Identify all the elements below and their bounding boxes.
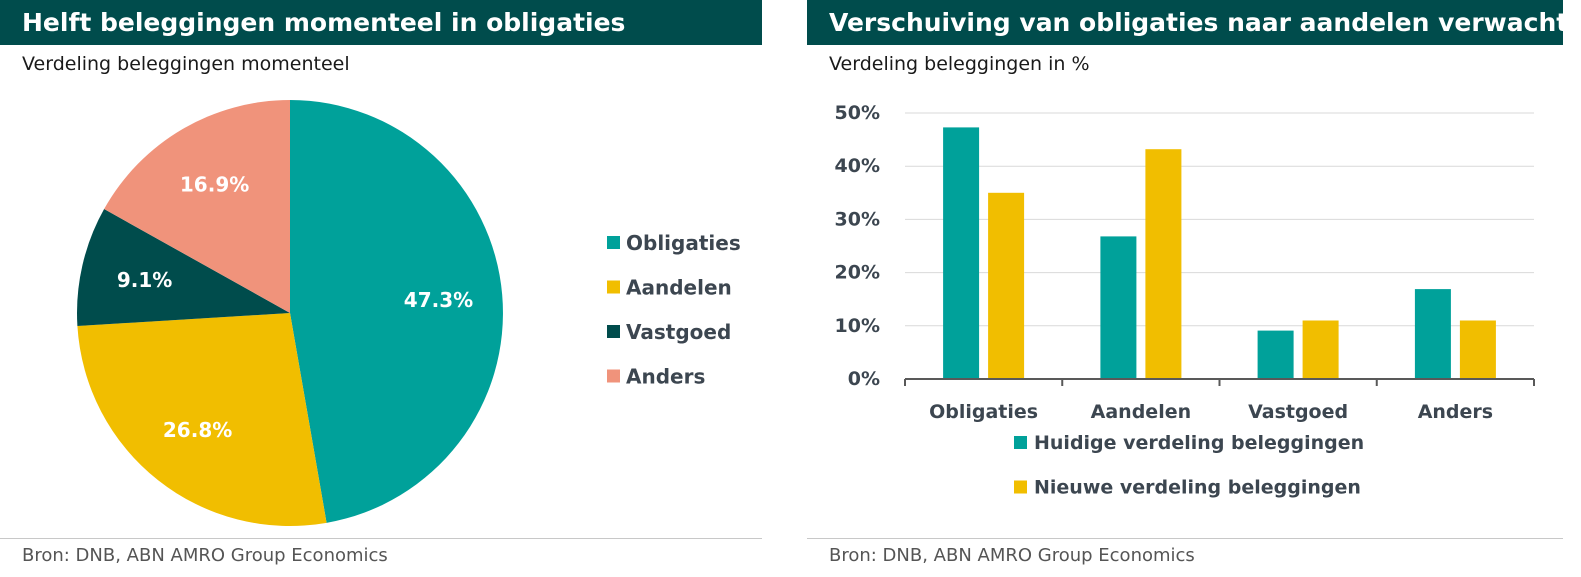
bar-chart-subtitle: Verdeling beleggingen in % bbox=[829, 53, 1090, 75]
y-tick-label: 10% bbox=[835, 315, 880, 337]
legend-label-huidige: Huidige verdeling beleggingen bbox=[1034, 432, 1364, 454]
x-tick-label-aandelen: Aandelen bbox=[1091, 401, 1191, 423]
bar-aandelen-huidige bbox=[1100, 236, 1137, 379]
bar-aandelen-nieuwe bbox=[1145, 149, 1182, 379]
pie-label-anders: 16.9% bbox=[180, 172, 249, 196]
pie-label-obligaties: 47.3% bbox=[404, 288, 473, 312]
bar-chart: 0% 10% 20% 30% 40% 50% Obligaties Aandelen Vastg… bbox=[835, 102, 1535, 499]
bar-obligaties-huidige bbox=[943, 127, 980, 380]
y-tick-label: 30% bbox=[835, 208, 880, 230]
pie-slice-aandelen bbox=[77, 313, 327, 526]
divider bbox=[807, 538, 1563, 539]
legend-label-vastgoed: Vastgoed bbox=[626, 320, 731, 344]
y-tick-label: 50% bbox=[835, 102, 880, 124]
bar-chart-panel: Verschuiving van obligaties naar aandele… bbox=[807, 0, 1563, 577]
pie-chart: 47.3% 26.8% 9.1% 16.9% Obligaties Aandelen Vas… bbox=[77, 100, 741, 526]
legend-swatch-aandelen bbox=[607, 280, 620, 294]
x-tick-label-anders: Anders bbox=[1418, 401, 1493, 423]
pie-chart-panel: Helft beleggingen momenteel in obligatie… bbox=[0, 0, 762, 577]
bar-anders-huidige bbox=[1414, 289, 1451, 379]
legend-label-aandelen: Aandelen bbox=[626, 276, 732, 300]
bar-anders-nieuwe bbox=[1459, 320, 1496, 379]
y-tick-label: 0% bbox=[848, 368, 880, 390]
legend-label-nieuwe: Nieuwe verdeling beleggingen bbox=[1034, 477, 1361, 499]
legend-label-anders: Anders bbox=[626, 365, 705, 389]
x-tick-label-vastgoed: Vastgoed bbox=[1248, 401, 1348, 423]
legend-swatch-obligaties bbox=[607, 236, 620, 249]
pie-slice-anders bbox=[104, 100, 290, 313]
pie-chart-title: Helft beleggingen momenteel in obligatie… bbox=[0, 0, 762, 45]
source-note: Bron: DNB, ABN AMRO Group Economics bbox=[829, 545, 1195, 566]
bar-obligaties-nieuwe bbox=[988, 192, 1025, 379]
legend-swatch-anders bbox=[607, 369, 620, 383]
pie-slice-obligaties bbox=[290, 100, 503, 523]
pie-chart-subtitle: Verdeling beleggingen momenteel bbox=[22, 53, 350, 75]
legend-label-obligaties: Obligaties bbox=[626, 231, 741, 255]
x-tick-label-obligaties: Obligaties bbox=[929, 401, 1038, 423]
pie-slice-vastgoed bbox=[77, 209, 290, 327]
bar-vastgoed-nieuwe bbox=[1302, 320, 1339, 379]
legend-swatch-huidige bbox=[1014, 436, 1027, 449]
legend-swatch-vastgoed bbox=[607, 325, 620, 338]
legend-swatch-nieuwe bbox=[1014, 480, 1027, 494]
y-tick-label: 40% bbox=[835, 155, 880, 177]
source-note: Bron: DNB, ABN AMRO Group Economics bbox=[22, 545, 388, 566]
y-tick-label: 20% bbox=[835, 262, 880, 284]
bar-chart-title: Verschuiving van obligaties naar aandele… bbox=[807, 0, 1563, 45]
pie-label-aandelen: 26.8% bbox=[163, 418, 232, 442]
divider bbox=[0, 538, 762, 539]
bar-vastgoed-huidige bbox=[1257, 330, 1294, 379]
pie-label-vastgoed: 9.1% bbox=[117, 268, 172, 292]
